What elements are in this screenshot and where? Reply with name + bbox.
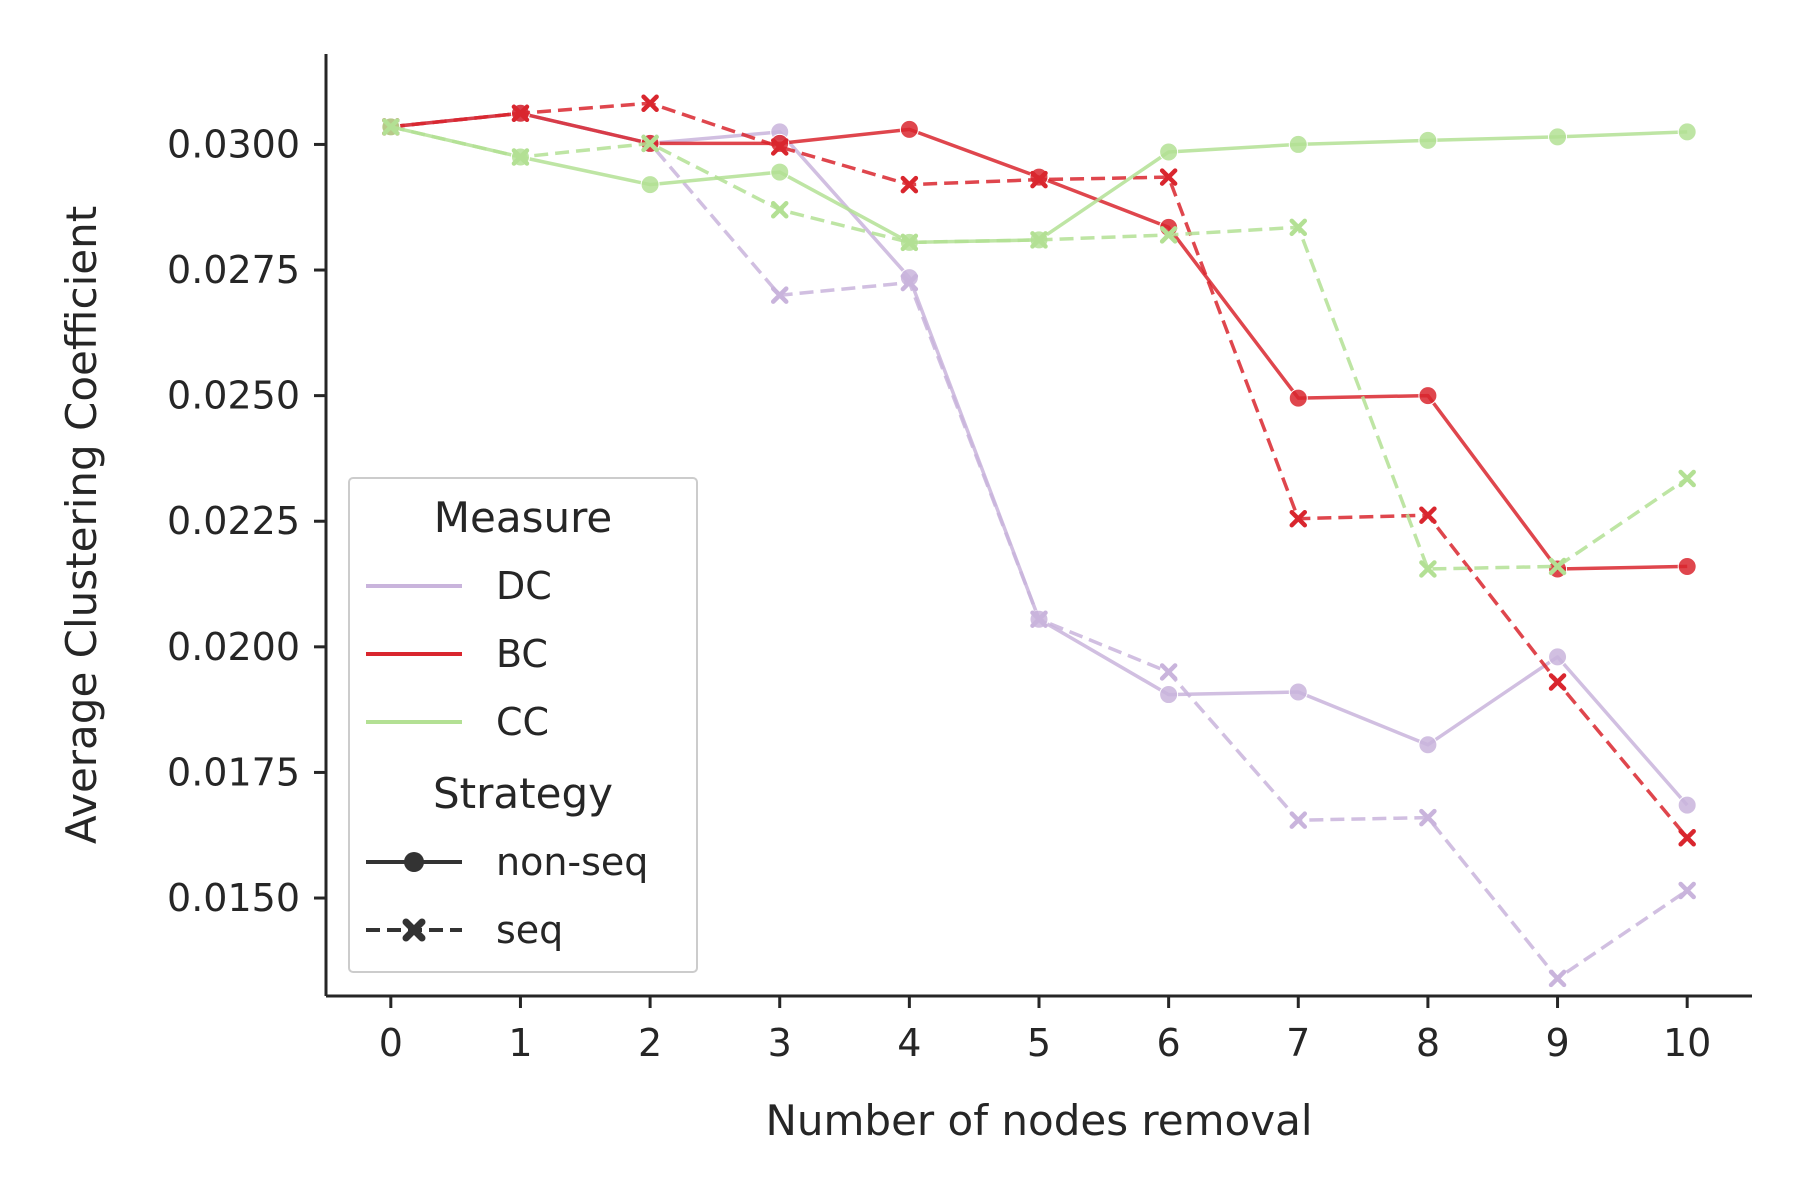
chart-ticks: 0 1 2 3 4 5 6 7 8 9 10 0.0150 0.0175 0.0200 0.0225 0.02… [167, 122, 1711, 1065]
legend-label-dc: DC [496, 564, 552, 608]
data-point-x [1678, 469, 1696, 488]
y-tick-label: 0.0300 [167, 122, 300, 166]
data-point-x [1159, 663, 1178, 681]
data-point-circle [1288, 134, 1308, 154]
x-tick-label: 5 [1027, 1021, 1051, 1065]
x-tick-label: 3 [768, 1021, 792, 1065]
data-point-circle [770, 162, 790, 182]
x-tick-label: 2 [638, 1021, 662, 1065]
x-tick-label: 9 [1545, 1021, 1569, 1065]
legend-marker-circle-icon [404, 852, 424, 872]
x-tick-label: 8 [1416, 1021, 1440, 1065]
y-tick-label: 0.0150 [167, 876, 300, 920]
data-point-circle [1677, 122, 1697, 142]
data-point-circle [1418, 386, 1438, 406]
data-point-x [1289, 509, 1308, 528]
data-point-x [382, 118, 400, 136]
data-point-circle [1418, 130, 1438, 150]
y-tick-label: 0.0275 [167, 248, 300, 292]
legend-label-bc: BC [496, 632, 548, 676]
legend: Measure Strategy DC BC CC non-seq seq [348, 477, 698, 973]
x-tick-label: 0 [379, 1021, 403, 1065]
data-point-x [900, 233, 919, 252]
data-point-circle [1677, 795, 1697, 815]
data-point-x [1548, 557, 1567, 576]
y-axis-label: Average Clustering Coefficient [57, 206, 106, 844]
data-point-x [511, 148, 530, 166]
data-point-x [770, 200, 789, 219]
data-point-circle [899, 119, 919, 139]
data-point-x [1159, 226, 1178, 244]
x-tick-label: 1 [508, 1021, 532, 1065]
data-point-x [1548, 673, 1567, 691]
y-tick-label: 0.0225 [167, 499, 300, 543]
legend-title-measure: Measure [434, 493, 613, 542]
data-point-x [1030, 610, 1048, 628]
data-point-x [770, 286, 789, 304]
legend-label-cc: CC [496, 700, 549, 744]
data-point-circle [1548, 647, 1568, 667]
data-point-x [641, 94, 659, 112]
data-point-x [1289, 811, 1308, 829]
series-cc-seq [382, 118, 1696, 578]
x-tick-label: 4 [897, 1021, 921, 1065]
data-point-x [900, 175, 919, 194]
data-point-circle [1159, 142, 1179, 162]
data-point-x [1030, 170, 1048, 189]
data-point-x [1548, 969, 1567, 988]
data-point-x [770, 138, 789, 156]
data-point-x [1289, 218, 1308, 237]
chart-marks [381, 94, 1697, 988]
y-tick-label: 0.0175 [167, 750, 300, 794]
data-point-circle [1677, 556, 1697, 576]
data-point-circle [640, 175, 660, 195]
data-point-x [1030, 231, 1048, 249]
data-point-circle [1548, 127, 1568, 147]
data-point-x [511, 104, 530, 123]
legend-frame [348, 477, 698, 973]
data-point-x [1419, 808, 1437, 827]
data-point-x [641, 134, 659, 153]
x-axis-label: Number of nodes removal [765, 1096, 1312, 1145]
data-point-circle [1418, 735, 1438, 755]
data-point-x [1678, 881, 1696, 900]
legend-label-seq: seq [496, 908, 563, 952]
y-tick-label: 0.0250 [167, 374, 300, 418]
y-tick-label: 0.0200 [167, 625, 300, 669]
data-point-x [1419, 560, 1437, 578]
data-point-circle [1288, 682, 1308, 702]
legend-marker-x-icon [402, 918, 426, 942]
data-point-x [1678, 828, 1696, 847]
x-tick-label: 6 [1157, 1021, 1181, 1065]
data-point-circle [1288, 388, 1308, 408]
legend-label-non-seq: non-seq [496, 840, 648, 884]
x-tick-label: 10 [1663, 1021, 1711, 1065]
data-point-x [900, 273, 919, 292]
x-tick-label: 7 [1286, 1021, 1310, 1065]
data-point-circle [1159, 685, 1179, 705]
data-point-x [1159, 168, 1178, 186]
data-point-x [1419, 506, 1437, 524]
legend-title-strategy: Strategy [433, 769, 613, 818]
